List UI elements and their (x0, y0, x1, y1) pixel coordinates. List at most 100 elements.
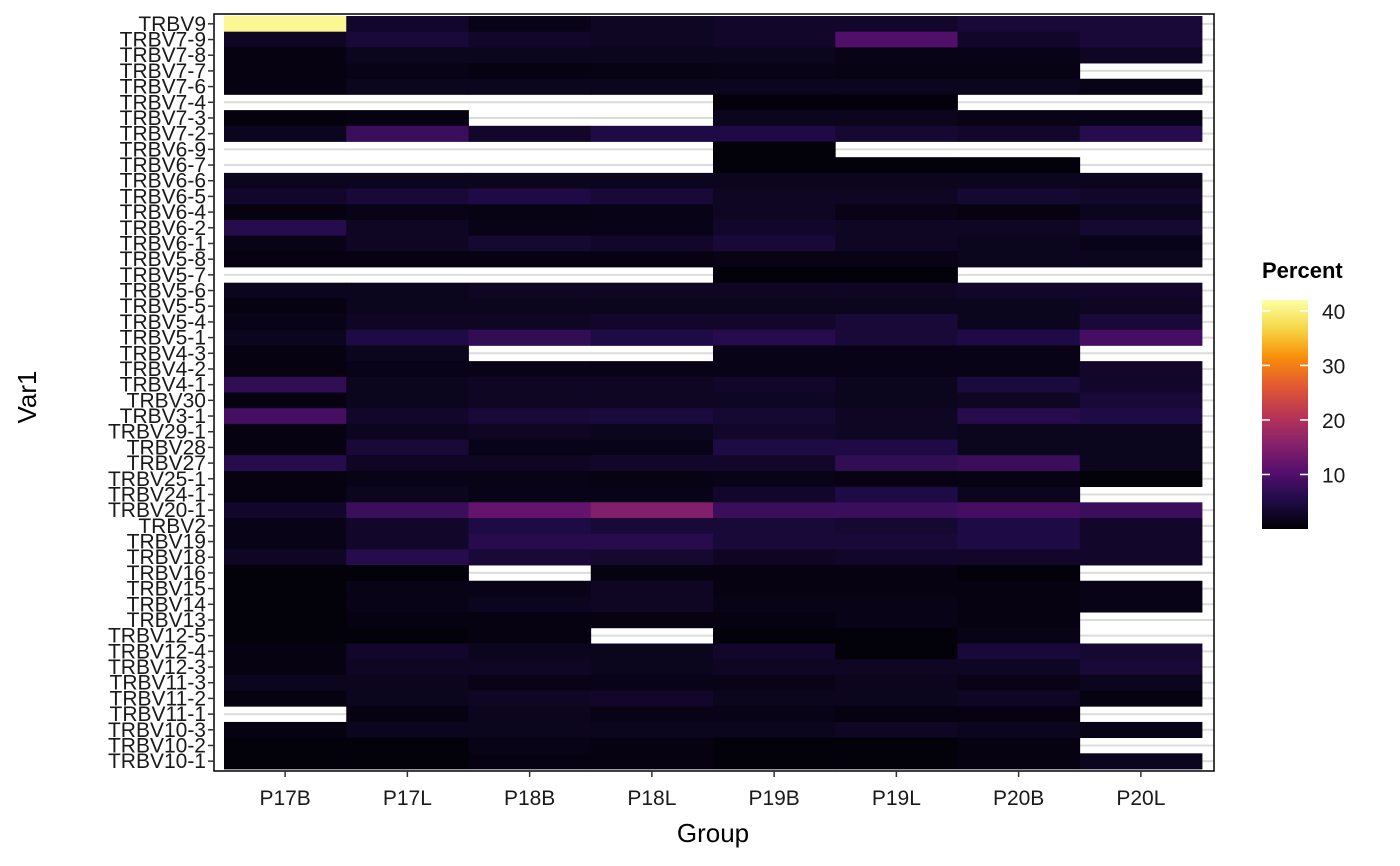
heatmap-cell (957, 627, 1081, 644)
heatmap-cell (468, 314, 592, 331)
heatmap-cell (835, 659, 958, 676)
heatmap-cell (713, 298, 836, 315)
heatmap-cell (713, 721, 836, 739)
heatmap-cell (468, 470, 592, 488)
heatmap-cell (224, 549, 347, 566)
heatmap-cell (713, 219, 836, 237)
heatmap-cell (224, 219, 347, 237)
heatmap-cell (713, 518, 836, 535)
heatmap-cell (1079, 16, 1203, 33)
y-tick-label: TRBV2 (138, 515, 206, 538)
heatmap-cell (957, 63, 1081, 80)
heatmap-cell (346, 204, 469, 221)
heatmap-cell (468, 721, 592, 739)
heatmap-cell (590, 470, 714, 488)
y-tick-label: TRBV29-1 (108, 421, 206, 444)
y-tick-label: TRBV14 (127, 593, 207, 616)
heatmap-cell (590, 643, 714, 660)
heatmap-cell (713, 31, 836, 48)
heatmap-cell (468, 627, 592, 644)
heatmap-cell (957, 518, 1081, 535)
heatmap-cell (713, 408, 836, 425)
heatmap-cell (346, 643, 469, 660)
heatmap-cell (713, 188, 836, 205)
heatmap-cell (346, 392, 469, 409)
heatmap-cell (346, 219, 469, 237)
heatmap-cell (1079, 518, 1203, 535)
heatmap-cell (590, 502, 714, 519)
y-tick-label: TRBV30 (127, 389, 206, 412)
heatmap-cell (713, 282, 836, 299)
heatmap-cell (835, 204, 958, 221)
heatmap-cell (1079, 251, 1203, 268)
heatmap-cell (590, 721, 714, 739)
heatmap-cell (346, 596, 469, 613)
heatmap-cell (590, 329, 714, 346)
heatmap-cell (346, 690, 469, 707)
heatmap-cell (713, 674, 836, 691)
heatmap-cell (224, 110, 347, 127)
heatmap-cell (713, 314, 836, 331)
heatmap-cell (713, 565, 836, 582)
heatmap-cell (713, 470, 836, 488)
heatmap-cell (468, 423, 592, 440)
legend-tick-label: 10 (1322, 464, 1345, 487)
y-tick-label: TRBV6-5 (120, 185, 206, 208)
heatmap-cell (957, 423, 1081, 440)
y-tick-label: TRBV28 (127, 436, 206, 459)
heatmap-cell (1079, 47, 1203, 64)
heatmap-cell (1079, 690, 1203, 707)
heatmap-cell (1079, 188, 1203, 205)
heatmap-cell (468, 282, 592, 299)
heatmap-cell (468, 549, 592, 566)
heatmap-cell (1079, 580, 1203, 597)
heatmap-cell (1079, 643, 1203, 660)
heatmap-cell (346, 298, 469, 315)
heatmap-cell (468, 172, 592, 189)
heatmap-cell (224, 737, 347, 754)
heatmap-cell (590, 172, 714, 189)
heatmap-cell (713, 204, 836, 221)
heatmap-cell (468, 659, 592, 676)
heatmap-cell (835, 94, 958, 111)
y-tick-label: TRBV11-2 (110, 687, 206, 710)
heatmap-cell (835, 439, 958, 456)
heatmap-cell (346, 612, 469, 629)
heatmap-cell (835, 63, 958, 80)
heatmap-cell (224, 204, 347, 221)
heatmap-cell (1079, 204, 1203, 221)
heatmap-cell (957, 486, 1081, 503)
heatmap-cell (346, 502, 469, 519)
heatmap-cell (957, 16, 1081, 33)
heatmap-cell (957, 204, 1081, 221)
heatmap-cell (224, 345, 347, 362)
heatmap-cell (957, 455, 1081, 472)
x-axis: P17B P17L P18B P18L P19B P19L P20B P20L (259, 771, 1165, 810)
y-tick-label: TRBV10-2 (108, 734, 206, 757)
heatmap-cell (590, 361, 714, 378)
y-tick-label: TRBV19 (127, 531, 206, 554)
heatmap-cell (835, 470, 958, 488)
y-tick-label: TRBV7-3 (120, 107, 206, 130)
y-tick-label: TRBV24-1 (108, 483, 206, 506)
y-tick-label: TRBV6-6 (120, 170, 206, 193)
heatmap-cell (468, 31, 592, 48)
heatmap-cell (590, 659, 714, 676)
heatmap-cell (713, 63, 836, 80)
heatmap-cell (590, 31, 714, 48)
x-tick-label: P18B (504, 787, 555, 810)
heatmap-cell (713, 157, 836, 174)
heatmap-cell (224, 502, 347, 519)
heatmap-cell (713, 376, 836, 393)
heatmap-cell (835, 16, 958, 33)
heatmap-cell (1079, 549, 1203, 566)
heatmap-cell (346, 345, 469, 362)
heatmap-cell (590, 580, 714, 597)
y-tick-label: TRBV5-6 (120, 280, 206, 303)
heatmap-cell (713, 502, 836, 519)
heatmap-cell (713, 361, 836, 378)
heatmap-cell (224, 251, 347, 268)
y-tick-label: TRBV11-1 (110, 703, 206, 726)
heatmap-cell (835, 392, 958, 409)
heatmap-cell (590, 16, 714, 33)
